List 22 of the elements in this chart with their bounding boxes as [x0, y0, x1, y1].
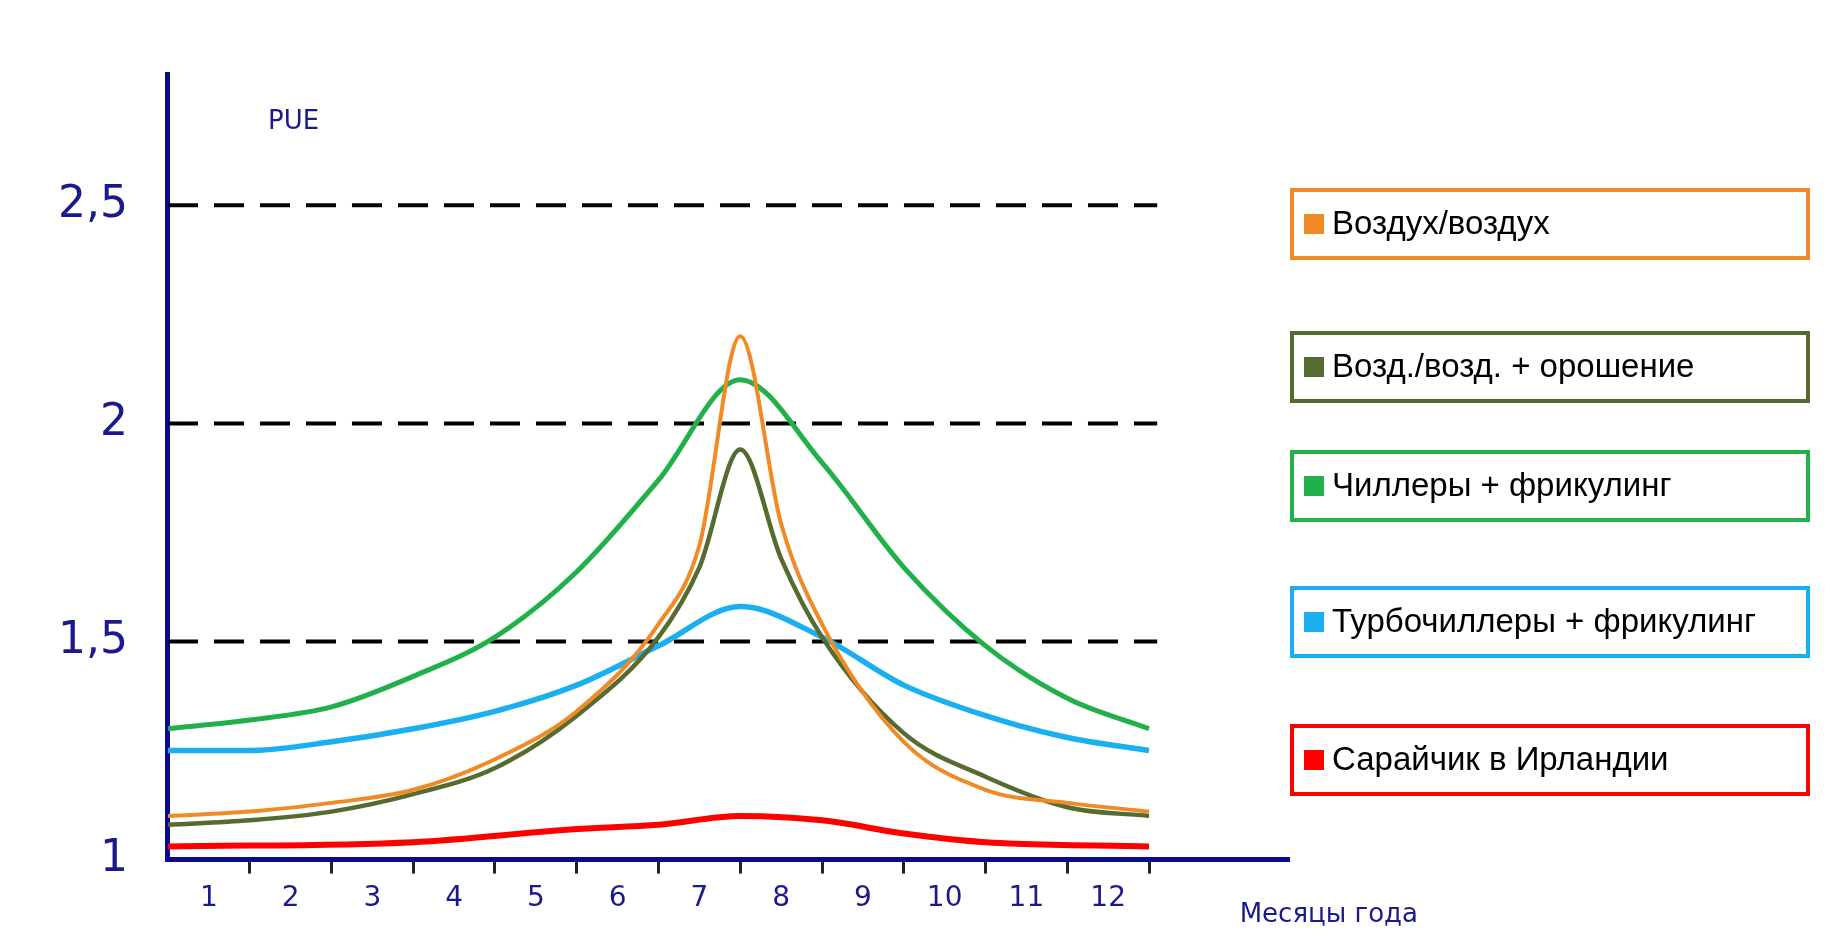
x-tick-label: 5 — [526, 879, 545, 913]
legend-label: Чиллеры + фрикулинг — [1332, 466, 1672, 503]
x-tick-label: 1 — [199, 879, 218, 913]
x-tick-label: 4 — [445, 879, 464, 913]
y-tick-label: 2 — [99, 393, 128, 445]
x-axis-title: Месяцы года — [1239, 897, 1418, 928]
x-tick-label: 2 — [281, 879, 300, 913]
legend-label: Турбочиллеры + фрикулинг — [1332, 602, 1756, 639]
x-tick-label: 6 — [608, 879, 627, 913]
legend-label: Возд./возд. + орошение — [1332, 347, 1695, 384]
x-tick-label: 12 — [1090, 879, 1126, 913]
x-tick-label: 7 — [690, 879, 709, 913]
legend-label: Сарайчик в Ирландии — [1332, 740, 1669, 777]
y-tick-label: 2,5 — [57, 175, 128, 227]
x-tick-label: 10 — [926, 879, 963, 913]
legend-label: Воздух/воздух — [1332, 204, 1550, 241]
y-tick-label: 1,5 — [57, 611, 128, 663]
x-tick-label: 3 — [363, 879, 382, 913]
x-tick-label: 8 — [772, 879, 791, 913]
x-tick-label: 9 — [853, 879, 872, 913]
y-axis-title: PUE — [267, 105, 320, 136]
x-tick-label: 11 — [1008, 879, 1045, 913]
